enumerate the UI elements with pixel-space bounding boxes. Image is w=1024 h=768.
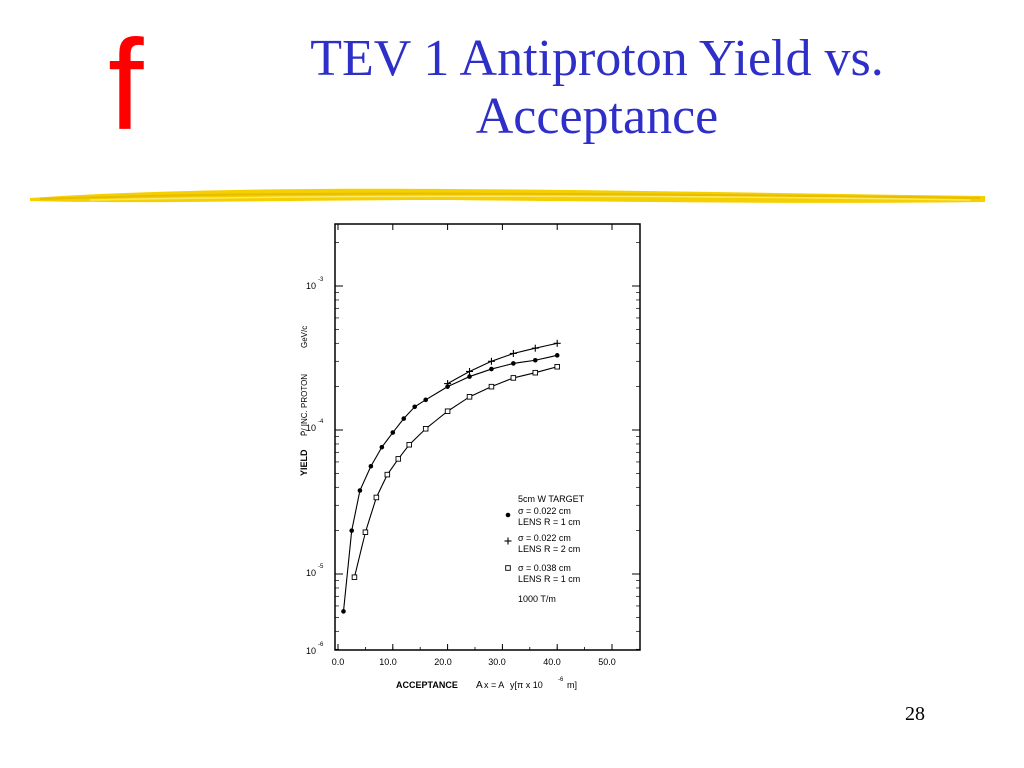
series-1-point: [423, 397, 428, 403]
legend-square-marker: [505, 565, 511, 571]
series-1-point: [349, 528, 354, 533]
series-2-point: [487, 357, 495, 365]
series-2-curve: [447, 342, 558, 385]
x-axis-formula-exp: -6: [558, 677, 564, 683]
series-1-point: [401, 416, 407, 421]
series-1-point: [467, 374, 472, 379]
series-3-point: [351, 574, 358, 580]
x-axis-formula-m: m]: [567, 680, 577, 690]
legend-entry-2-line-2: LENS R = 2 cm: [518, 544, 580, 554]
series-3-point: [373, 494, 380, 501]
series-2-point: [444, 380, 452, 388]
series-1-point: [511, 361, 516, 366]
y-axis-label-unit: GeV/c: [300, 326, 309, 348]
slide-title: TEV 1 Antiproton Yield vs. Acceptance: [232, 30, 962, 146]
y-tick-label: 10: [306, 423, 316, 433]
legend-entry-2-line-1: σ = 0.022 cm: [518, 533, 571, 543]
series-1-point: [532, 357, 538, 363]
series-3-point: [384, 471, 391, 478]
series-3-point: [488, 383, 495, 390]
x-tick-label: 50.0: [598, 657, 616, 667]
x-axis-formula: A: [476, 680, 483, 691]
legend-entry-1-line-2: LENS R = 1 cm: [518, 517, 580, 527]
x-tick-label: 10.0: [379, 657, 397, 667]
plot-frame: [334, 223, 641, 651]
series-3-point: [406, 441, 412, 448]
yield-chart-figure: 10 -3 10 -4 10 -5 10 -6 0.0 10.0 20.0 30…: [290, 214, 650, 694]
series-1-point: [412, 404, 418, 410]
series-2-point: [466, 367, 474, 375]
series-1-point: [379, 444, 385, 450]
chart-legend: 5cm W TARGET σ = 0.022 cm LENS R = 1 cm …: [504, 494, 585, 604]
legend-footer: 1000 T/m: [518, 594, 556, 604]
y-tick-exponent: -6: [318, 642, 324, 648]
series-2-point: [509, 349, 517, 357]
title-underline-rule: [30, 188, 985, 203]
legend-header: 5cm W TARGET: [518, 494, 585, 504]
slide-title-line-1: TEV 1 Antiproton Yield vs.: [310, 30, 884, 87]
y-axis-label-inner: P̄/ INC. PROTON: [300, 374, 309, 436]
series-1-point: [357, 488, 363, 493]
x-tick-label: 0.0: [332, 657, 345, 667]
slide-title-line-2: Acceptance: [475, 88, 719, 145]
series-3-point: [422, 426, 429, 432]
series-2-point: [553, 339, 561, 347]
x-axis-formula-rest: x = A: [484, 680, 504, 690]
series-3-point: [466, 394, 473, 400]
series-3-point: [444, 408, 451, 414]
series-1-point: [341, 609, 346, 614]
x-tick-label: 30.0: [488, 657, 506, 667]
legend-entry-3-line-1: σ = 0.038 cm: [518, 563, 571, 573]
series-3-point: [510, 375, 517, 381]
legend-entry-3-line-2: LENS R = 1 cm: [518, 574, 580, 584]
series-1-point: [489, 366, 494, 372]
y-tick-label: 10: [306, 281, 316, 291]
legend-entry-1-line-1: σ = 0.022 cm: [518, 506, 571, 516]
series-1-point: [368, 463, 374, 469]
series-3-point: [532, 369, 539, 376]
legend-dot-marker: [505, 512, 511, 518]
series-1-point: [390, 430, 396, 435]
slide-number: 28: [905, 703, 925, 725]
series-3-point: [554, 363, 560, 370]
legend-plus-marker: [504, 537, 512, 545]
y-tick-exponent: -4: [318, 419, 324, 425]
y-tick-label: 10: [306, 568, 316, 578]
series-1-point: [554, 353, 560, 358]
y-tick-exponent: -3: [318, 277, 324, 283]
x-tick-label: 20.0: [434, 657, 452, 667]
x-axis-formula-unit: y[π x 10: [510, 680, 543, 690]
yield-chart: 10 -3 10 -4 10 -5 10 -6 0.0 10.0 20.0 30…: [299, 223, 641, 691]
x-axis-label: ACCEPTANCE: [396, 680, 458, 690]
y-tick-label-exp: -5: [318, 564, 324, 570]
series-2-point: [531, 344, 539, 352]
series-3-point: [395, 456, 402, 462]
y-axis-label: YIELD: [299, 449, 309, 476]
series-3-point: [362, 529, 369, 535]
y-tick-label: 10: [306, 646, 316, 656]
x-tick-label: 40.0: [543, 657, 561, 667]
fermilab-logo-icon: f: [108, 14, 144, 157]
